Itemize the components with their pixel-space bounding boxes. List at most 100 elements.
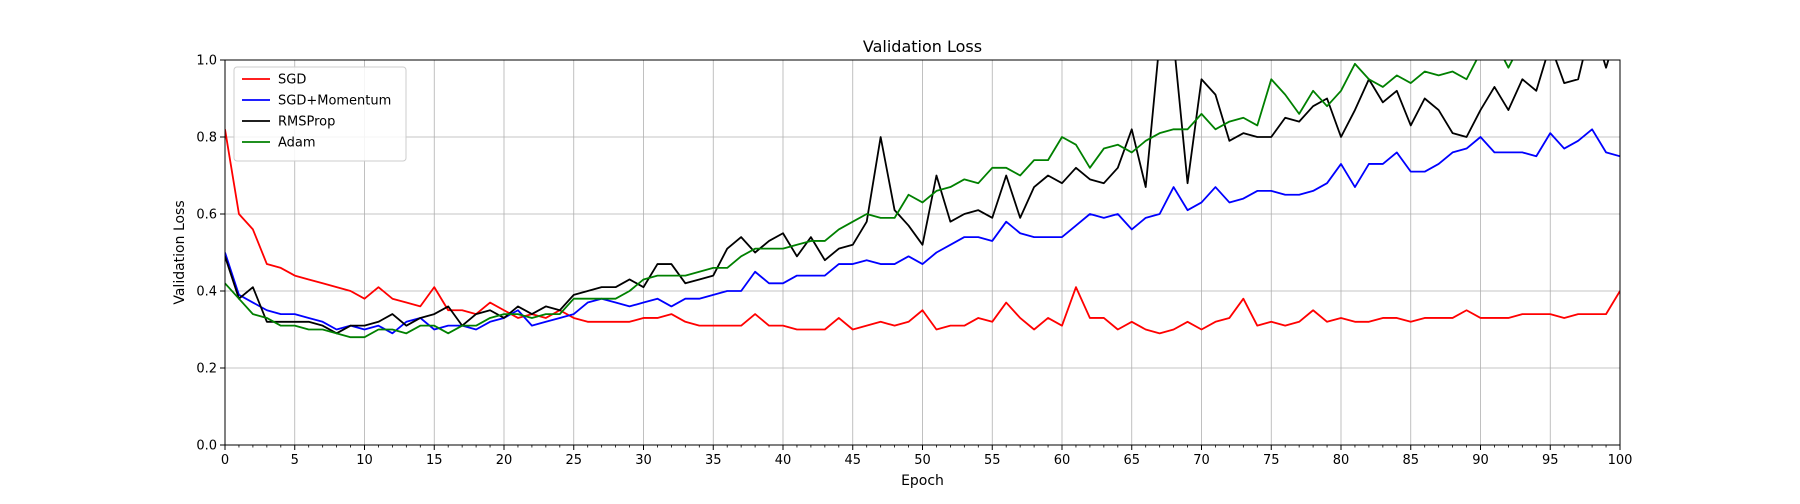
data-point (936, 175, 938, 177)
data-point (922, 309, 924, 311)
data-point (294, 321, 296, 323)
data-point (475, 313, 477, 315)
data-point (991, 240, 993, 242)
data-point (601, 286, 603, 288)
y-axis: 0.0 0.2 0.4 0.6 0.8 1.0 (196, 54, 225, 454)
data-point (1061, 182, 1063, 184)
data-point (294, 313, 296, 315)
x-tick-label: 25 (565, 453, 582, 468)
data-point (1145, 140, 1147, 142)
data-point (1535, 313, 1537, 315)
data-point (615, 286, 617, 288)
data-point (880, 263, 882, 265)
x-tick-label: 20 (496, 453, 513, 468)
data-point (908, 255, 910, 257)
data-point (573, 313, 575, 315)
data-point (684, 275, 686, 277)
data-point (1410, 321, 1412, 323)
data-point (922, 202, 924, 204)
data-point (433, 329, 435, 331)
x-tick-label: 75 (1263, 453, 1280, 468)
data-point (1215, 186, 1217, 188)
data-point (1424, 71, 1426, 73)
data-point (1089, 213, 1091, 215)
data-point (991, 217, 993, 219)
data-point (1103, 148, 1105, 150)
data-point (1605, 40, 1607, 42)
data-point (1480, 136, 1482, 138)
data-point (1312, 190, 1314, 192)
data-point (643, 279, 645, 281)
data-point (1047, 175, 1049, 177)
data-point (364, 325, 366, 327)
data-point (963, 325, 965, 327)
data-point (1619, 21, 1621, 23)
data-point (1173, 329, 1175, 331)
data-point (880, 321, 882, 323)
x-tick-label: 40 (775, 453, 792, 468)
data-point (1368, 163, 1370, 165)
data-point (489, 317, 491, 319)
data-point (1061, 136, 1063, 138)
data-point (1187, 321, 1189, 323)
data-point (1033, 329, 1035, 331)
data-point (364, 298, 366, 300)
data-point (712, 294, 714, 296)
data-point (1577, 313, 1579, 315)
data-point (1340, 317, 1342, 319)
data-point (1521, 40, 1523, 42)
data-point (726, 290, 728, 292)
data-point (517, 313, 519, 315)
data-point (1494, 317, 1496, 319)
data-point (768, 282, 770, 284)
data-point (963, 236, 965, 238)
data-point (1075, 225, 1077, 227)
data-point (1284, 117, 1286, 119)
data-point (880, 136, 882, 138)
data-point (754, 271, 756, 273)
data-point (1159, 213, 1161, 215)
data-point (392, 329, 394, 331)
data-point (782, 248, 784, 250)
data-point (1354, 63, 1356, 65)
data-point (1396, 75, 1398, 77)
data-point (1424, 317, 1426, 319)
data-point (768, 325, 770, 327)
data-point (1256, 325, 1258, 327)
data-point (643, 317, 645, 319)
data-point (392, 313, 394, 315)
data-point (768, 248, 770, 250)
data-point (1298, 121, 1300, 123)
data-point (1508, 109, 1510, 111)
data-point (503, 309, 505, 311)
data-point (1466, 78, 1468, 80)
series-line-rmsprop (225, 60, 1610, 335)
data-point (1131, 229, 1133, 231)
data-point (322, 329, 324, 331)
data-point (866, 213, 868, 215)
data-point (601, 298, 603, 300)
x-tick-label: 45 (844, 453, 861, 468)
data-point (587, 290, 589, 292)
data-point (684, 298, 686, 300)
series-lines (225, 21, 1621, 339)
data-point (1480, 109, 1482, 111)
data-point (308, 317, 310, 319)
data-point (629, 290, 631, 292)
x-tick-label: 90 (1472, 453, 1489, 468)
data-point (322, 321, 324, 323)
y-tick-label: 0.4 (196, 285, 217, 300)
data-point (768, 240, 770, 242)
data-point (308, 321, 310, 323)
data-point (1215, 94, 1217, 96)
data-point (1563, 148, 1565, 150)
data-point (1312, 90, 1314, 92)
data-point (684, 282, 686, 284)
x-tick-label: 30 (635, 453, 652, 468)
x-tick-label: 95 (1542, 453, 1559, 468)
data-point (1215, 321, 1217, 323)
data-point (838, 229, 840, 231)
data-point (1494, 152, 1496, 154)
data-point (1256, 136, 1258, 138)
data-point (350, 290, 352, 292)
